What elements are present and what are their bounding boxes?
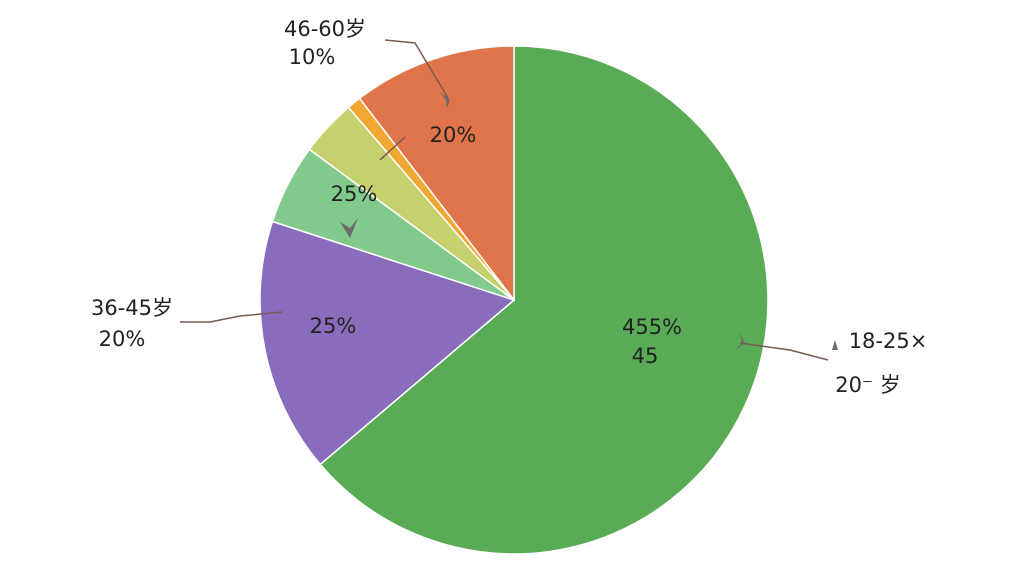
pie-slice bbox=[358, 45, 515, 303]
category-label: 36-45岁 bbox=[91, 296, 173, 320]
pie bbox=[259, 45, 769, 555]
pie-slice bbox=[319, 45, 769, 555]
annotation: 20⁻ 岁 bbox=[835, 373, 900, 397]
leader-line bbox=[180, 311, 283, 323]
annotation: 10% bbox=[289, 45, 336, 69]
leader-line bbox=[384, 39, 449, 99]
category-label: 46-60岁 bbox=[284, 17, 366, 41]
arrow-tip bbox=[340, 218, 358, 238]
annotation: 25% bbox=[331, 182, 378, 206]
arrow-tip bbox=[735, 333, 745, 350]
annotation: 20% bbox=[99, 327, 146, 351]
leader-line bbox=[739, 342, 829, 361]
pie-slice bbox=[259, 220, 516, 466]
leader-line bbox=[379, 136, 406, 161]
annotation: 455% bbox=[622, 315, 682, 339]
labels: 18-25× 36-45岁 46-60岁 455% 45 25% 25% 20% 20⁻ 岁 20… bbox=[91, 17, 927, 397]
arrow-tip bbox=[832, 340, 838, 350]
category-label: 18-25× bbox=[849, 329, 928, 353]
annotation: 45 bbox=[632, 344, 659, 368]
annotation: 20% bbox=[430, 123, 477, 147]
arrow-tip bbox=[440, 92, 450, 108]
annotation: 25% bbox=[310, 314, 357, 338]
